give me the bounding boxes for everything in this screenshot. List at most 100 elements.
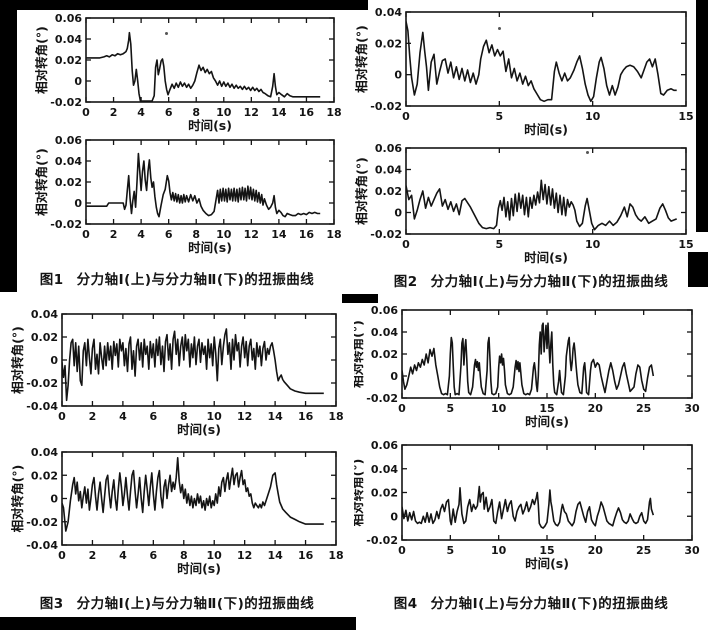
y-tick-label: 0: [394, 69, 402, 82]
x-tick-label: 8: [180, 549, 188, 562]
x-tick-label: 12: [244, 106, 259, 119]
axes-box: [405, 11, 687, 107]
y-tick-label: 0: [390, 370, 398, 383]
figure-3: 0 2 4 6 8 10 12 14 16 18 0.04 0.02 0 -0.02 -0.04 时间(s) 相…: [0, 302, 354, 617]
x-tick-label: 8: [192, 106, 200, 119]
x-tick-label: 6: [149, 410, 157, 423]
figure-2-plots: 0 5 10 15 0.04 0.02 0 -0.02 时间(s) 相对转角(°) 0 5 10 15 0.…: [354, 4, 708, 270]
y-tick-label: 0.02: [31, 469, 58, 482]
y-tick-label: 0.02: [375, 185, 402, 198]
x-axis-label: 时间(s): [525, 414, 569, 429]
figure-1-lower-curve: [86, 152, 321, 218]
y-tick-label: -0.04: [26, 539, 58, 552]
x-tick-label: 10: [216, 106, 232, 119]
x-tick-label: 6: [165, 228, 173, 241]
x-tick-label: 2: [110, 228, 118, 241]
figure-4-subplot-upper: 0 5 10 15 20 25 300.060.040.020-0.02时间(s)相对转角(…: [350, 304, 700, 429]
x-tick-label: 10: [585, 110, 601, 123]
axes-box: [401, 444, 693, 541]
axis-ticks: [85, 17, 335, 103]
x-tick-label: 0: [398, 402, 406, 415]
x-tick-label: 4: [137, 106, 145, 119]
y-tick-label: 0.04: [375, 6, 402, 19]
y-tick-label: 0.04: [371, 326, 398, 339]
x-tick-label: 10: [207, 549, 223, 562]
scan-speck: [586, 151, 589, 154]
axes-box: [85, 139, 335, 225]
y-tick-label: 0.06: [371, 439, 398, 452]
figure-3-plots-svg: 0 2 4 6 8 10 12 14 16 18 0.04 0.02 0 -0.02 -0.04 时间(s) 相…: [10, 308, 344, 576]
y-tick-label: 0.06: [375, 142, 402, 155]
x-tick-label: 15: [539, 544, 554, 557]
x-tick-label: 2: [110, 106, 118, 119]
x-tick-label: 0: [402, 110, 410, 123]
x-tick-label: 0: [82, 228, 90, 241]
x-tick-label: 18: [326, 106, 341, 119]
y-tick-label: -0.02: [50, 218, 82, 231]
x-tick-label: 10: [491, 544, 507, 557]
figure-4-caption: 图4 分力轴Ⅰ(上)与分力轴Ⅱ(下)的扭振曲线: [354, 592, 708, 612]
y-axis-label: 相对转角(°): [34, 26, 49, 94]
figure-3-caption-text: 分力轴Ⅰ(上)与分力轴Ⅱ(下)的扭振曲线: [76, 596, 315, 612]
y-tick-label: 0.04: [31, 446, 58, 459]
figure-4-plots: 0 5 10 15 20 25 30 0.06 0.04 0.02 0 -0.02 时间(s) 相对转角(…: [350, 298, 708, 582]
x-tick-label: 12: [237, 410, 252, 423]
x-tick-label: 6: [149, 549, 157, 562]
figure-4: 0 5 10 15 20 25 30 0.06 0.04 0.02 0 -0.02 时间(s) 相对转角(…: [350, 298, 708, 618]
x-tick-label: 25: [636, 544, 651, 557]
x-tick-label: 5: [446, 402, 454, 415]
y-axis-label: 相对转角(°): [354, 459, 365, 527]
x-tick-label: 4: [137, 228, 145, 241]
y-axis-label: 相对转角(°): [34, 148, 49, 216]
figure-4-caption-label: 图4: [393, 596, 418, 612]
figure-2-caption-label: 图2: [393, 274, 418, 290]
x-tick-label: 2: [89, 549, 97, 562]
y-tick-label: 0: [394, 207, 402, 220]
x-tick-label: 30: [684, 402, 700, 415]
axes-box: [401, 309, 693, 399]
figure-1: 0 2 4 6 8 10 12 14 16 18 0.06 0.04 0.02 0 -0.02 时间(s) 相对…: [0, 8, 354, 294]
x-tick-label: 10: [585, 238, 601, 251]
x-tick-label: 10: [491, 402, 507, 415]
y-tick-label: -0.02: [366, 534, 398, 547]
x-tick-label: 20: [588, 402, 604, 415]
x-axis-label: 时间(s): [188, 240, 232, 255]
x-axis-label: 时间(s): [524, 122, 568, 137]
x-tick-label: 2: [89, 410, 97, 423]
figure-2-lower-curve: [406, 179, 677, 231]
figure-4-lower-curve: [402, 485, 655, 529]
x-tick-label: 0: [398, 544, 406, 557]
axis-ticks: [401, 444, 693, 541]
figure-4-caption-text: 分力轴Ⅰ(上)与分力轴Ⅱ(下)的扭振曲线: [430, 596, 669, 612]
figure-1-caption-label: 图1: [39, 272, 64, 288]
y-tick-label: 0.02: [55, 54, 82, 67]
x-tick-label: 14: [267, 549, 283, 562]
scan-edge-right: [696, 0, 708, 232]
y-tick-label: 0.02: [55, 176, 82, 189]
y-tick-label: 0: [50, 354, 58, 367]
figure-1-plots: 0 2 4 6 8 10 12 14 16 18 0.06 0.04 0.02 0 -0.02 时间(s) 相对…: [0, 8, 354, 264]
x-tick-label: 5: [495, 110, 503, 123]
figure-4-plots-svg: 0 5 10 15 20 25 300.060.040.020-0.02时间(s)相对转角(…: [350, 304, 700, 571]
x-tick-label: 5: [495, 238, 503, 251]
y-tick-label: 0.02: [371, 348, 398, 361]
y-tick-label: 0.04: [55, 155, 82, 168]
figure-2: 0 5 10 15 0.04 0.02 0 -0.02 时间(s) 相对转角(°) 0 5 10 15 0.…: [354, 4, 708, 294]
figure-3-subplot-lower: 0 2 4 6 8 10 12 14 16 18 0.04 0.02 0 -0.02 -0.04 时间(s) 相…: [10, 446, 344, 576]
scan-blot-center: [342, 294, 378, 303]
x-tick-label: 14: [267, 410, 283, 423]
x-axis-label: 时间(s): [188, 118, 232, 133]
axis-ticks: [61, 451, 337, 546]
scan-blot-right: [688, 252, 708, 287]
figure-4-subplot-lower: 0 5 10 15 20 25 300.060.040.020-0.02时间(s)相对转角(…: [350, 439, 700, 571]
axis-ticks: [405, 147, 687, 235]
figure-3-plots: 0 2 4 6 8 10 12 14 16 18 0.04 0.02 0 -0.02 -0.04 时间(s) 相…: [0, 302, 354, 588]
y-tick-label: 0: [74, 197, 82, 210]
y-axis-label: 相对转角(°): [10, 465, 25, 533]
x-tick-label: 15: [678, 110, 693, 123]
x-tick-label: 12: [237, 549, 252, 562]
x-tick-label: 30: [684, 544, 700, 557]
